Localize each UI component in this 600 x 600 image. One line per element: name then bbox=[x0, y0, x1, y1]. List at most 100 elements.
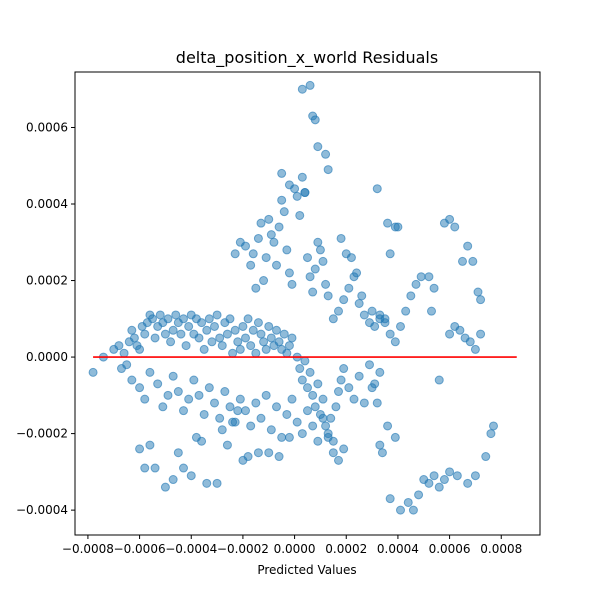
scatter-point bbox=[220, 387, 230, 397]
scatter-point bbox=[284, 180, 294, 190]
scatter-point bbox=[222, 329, 232, 339]
scatter-point bbox=[173, 387, 183, 397]
scatter-point bbox=[367, 306, 377, 316]
scatter-point bbox=[308, 287, 318, 297]
scatter-point bbox=[238, 321, 248, 331]
scatter-point bbox=[212, 310, 222, 320]
x-tick-label: 0.0000 bbox=[274, 542, 316, 556]
scatter-point bbox=[88, 367, 98, 377]
scatter-point bbox=[383, 218, 393, 228]
scatter-point bbox=[150, 333, 160, 343]
scatter-point bbox=[256, 329, 266, 339]
scatter-point bbox=[259, 276, 269, 286]
scatter-point bbox=[396, 321, 405, 331]
scatter-point bbox=[140, 329, 150, 339]
scatter-point bbox=[463, 478, 473, 488]
scatter-point bbox=[160, 329, 170, 339]
scatter-point bbox=[406, 291, 416, 301]
scatter-point bbox=[434, 375, 444, 385]
scatter-point bbox=[300, 188, 310, 198]
scatter-point bbox=[452, 471, 462, 481]
scatter-point bbox=[385, 249, 395, 259]
scatter-point bbox=[284, 268, 294, 278]
x-tick-label: −0.0004 bbox=[165, 542, 217, 556]
scatter-point bbox=[127, 325, 137, 335]
scatter-point bbox=[114, 341, 124, 351]
scatter-point bbox=[328, 436, 338, 446]
scatter-point bbox=[297, 429, 307, 439]
scatter-point bbox=[334, 455, 343, 465]
scatter-point bbox=[233, 406, 243, 416]
scatter-point bbox=[274, 222, 284, 232]
scatter-point bbox=[367, 383, 377, 393]
scatter-point bbox=[251, 398, 261, 408]
scatter-point bbox=[251, 348, 261, 358]
scatter-point bbox=[370, 321, 380, 331]
scatter-point bbox=[261, 344, 271, 354]
scatter-point bbox=[197, 318, 207, 328]
scatter-point bbox=[253, 233, 263, 243]
scatter-point bbox=[295, 210, 305, 220]
scatter-point bbox=[228, 348, 238, 358]
scatter-point bbox=[450, 222, 460, 232]
scatter-points bbox=[88, 80, 498, 515]
scatter-point bbox=[135, 344, 145, 354]
scatter-point bbox=[207, 337, 217, 347]
scatter-point bbox=[439, 475, 449, 485]
x-tick-label: −0.0006 bbox=[114, 542, 166, 556]
y-tick-label: −0.0004 bbox=[16, 503, 68, 517]
scatter-point bbox=[215, 413, 225, 423]
scatter-point bbox=[416, 272, 426, 282]
scatter-point bbox=[377, 448, 387, 458]
x-tick-label: 0.0006 bbox=[429, 542, 471, 556]
scatter-point bbox=[310, 115, 320, 125]
scatter-point bbox=[344, 383, 354, 393]
scatter-point bbox=[359, 398, 369, 408]
plot-frame bbox=[74, 71, 541, 536]
scatter-point bbox=[166, 337, 176, 347]
scatter-point bbox=[264, 321, 274, 331]
scatter-point bbox=[264, 214, 274, 224]
scatter-point bbox=[168, 325, 178, 335]
scatter-point bbox=[204, 383, 214, 393]
scatter-point bbox=[148, 314, 157, 324]
scatter-point bbox=[145, 367, 155, 377]
scatter-point bbox=[272, 260, 281, 270]
y-axis-ticks: −0.0004 −0.0002 0.0000 0.0002 0.0004 0.0006 bbox=[16, 120, 75, 517]
scatter-point bbox=[256, 218, 266, 228]
scatter-point bbox=[414, 490, 424, 500]
chart-title: delta_position_x_world Residuals bbox=[176, 48, 438, 68]
scatter-point bbox=[354, 299, 364, 308]
scatter-point bbox=[248, 249, 258, 259]
scatter-point bbox=[313, 379, 323, 389]
scatter-point bbox=[248, 325, 258, 335]
x-tick-label: 0.0008 bbox=[480, 542, 522, 556]
scatter-point bbox=[375, 440, 385, 450]
scatter-point bbox=[297, 84, 307, 94]
y-tick-label: −0.0002 bbox=[16, 427, 68, 441]
scatter-point bbox=[365, 360, 374, 370]
scatter-point bbox=[168, 371, 178, 381]
scatter-point bbox=[445, 329, 455, 339]
scatter-point bbox=[171, 310, 181, 320]
scatter-point bbox=[163, 314, 173, 324]
scatter-point bbox=[486, 429, 496, 439]
scatter-point bbox=[155, 310, 165, 320]
scatter-point bbox=[246, 260, 256, 270]
scatter-point bbox=[372, 398, 382, 408]
scatter-point bbox=[346, 253, 356, 263]
scatter-point bbox=[352, 268, 362, 278]
scatter-point bbox=[328, 448, 338, 458]
scatter-point bbox=[287, 279, 297, 289]
scatter-point bbox=[385, 329, 395, 339]
scatter-point bbox=[119, 348, 129, 358]
scatter-point bbox=[272, 325, 281, 335]
scatter-point bbox=[424, 478, 434, 488]
scatter-point bbox=[313, 237, 323, 247]
scatter-point bbox=[272, 402, 281, 412]
scatter-point bbox=[424, 272, 434, 282]
scatter-point bbox=[246, 421, 256, 431]
scatter-point bbox=[390, 337, 400, 347]
scatter-point bbox=[266, 425, 276, 435]
scatter-point bbox=[266, 333, 276, 343]
